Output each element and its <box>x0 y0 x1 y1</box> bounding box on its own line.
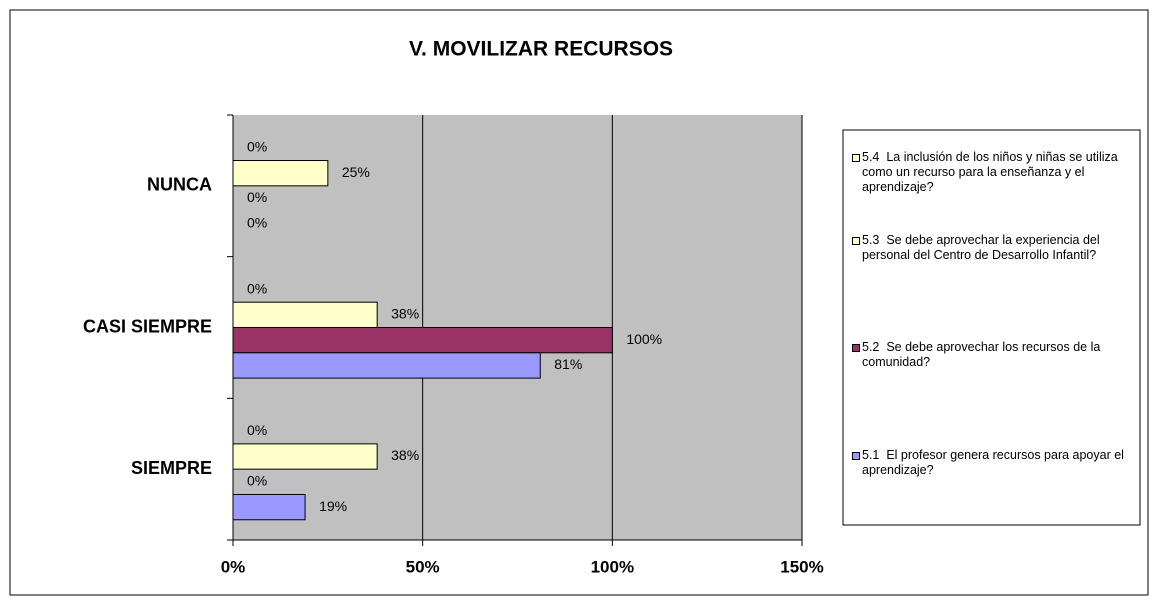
x-tick-label: 0% <box>221 557 246 576</box>
x-tick-label: 100% <box>591 557 634 576</box>
legend-entry: 5.1 El profesor genera recursos para apo… <box>852 448 1146 478</box>
data-label: 19% <box>319 498 347 514</box>
data-label: 0% <box>247 139 267 155</box>
data-label: 0% <box>247 422 267 438</box>
y-tick-label: SIEMPRE <box>131 458 212 478</box>
legend-swatch <box>852 237 860 245</box>
legend-entry: 5.4 La inclusión de los niños y niñas se… <box>852 150 1146 195</box>
legend-swatch <box>852 344 860 352</box>
legend-label: 5.1 El profesor genera recursos para apo… <box>862 448 1128 477</box>
bar <box>232 493 306 521</box>
legend-label: 5.3 Se debe aprovechar la experiencia de… <box>862 233 1104 262</box>
data-label: 0% <box>247 280 267 296</box>
bar <box>232 352 541 379</box>
y-tick-label: CASI SIEMPRE <box>83 316 212 336</box>
bar <box>232 327 613 354</box>
data-label: 100% <box>626 331 662 347</box>
data-label: 25% <box>342 164 370 180</box>
chart-title: V. MOVILIZAR RECURSOS <box>409 38 673 61</box>
bar <box>232 301 378 329</box>
bar <box>232 160 329 187</box>
x-tick-label: 150% <box>780 557 823 576</box>
data-label: 0% <box>247 214 267 230</box>
data-label: 0% <box>247 189 267 205</box>
x-tick-label: 50% <box>406 557 440 576</box>
legend-box <box>842 129 1141 526</box>
legend-label: 5.4 La inclusión de los niños y niñas se… <box>862 150 1122 194</box>
y-tick-label: NUNCA <box>147 175 212 195</box>
data-label: 0% <box>247 473 267 489</box>
data-label: 38% <box>391 306 419 322</box>
data-label: 81% <box>554 356 582 372</box>
legend-label: 5.2 Se debe aprovechar los recursos de l… <box>862 340 1104 369</box>
data-label: 38% <box>391 447 419 463</box>
legend-swatch <box>852 154 860 162</box>
legend-entry: 5.2 Se debe aprovechar los recursos de l… <box>852 340 1146 370</box>
bar <box>232 443 378 470</box>
legend-entry: 5.3 Se debe aprovechar la experiencia de… <box>852 233 1146 263</box>
legend-swatch <box>852 452 860 460</box>
